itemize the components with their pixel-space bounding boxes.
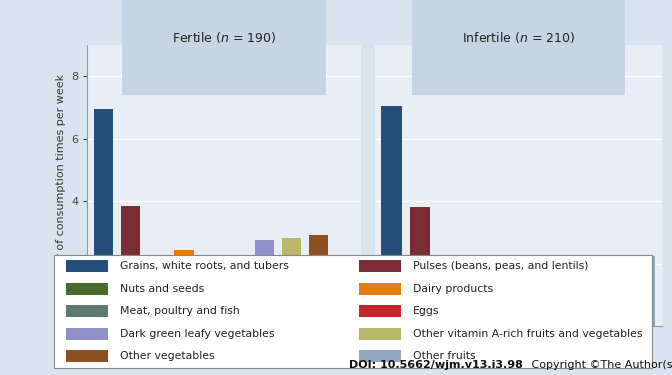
Bar	[382, 106, 402, 326]
Bar	[635, 256, 655, 326]
Bar	[255, 240, 274, 326]
Text: Dark green leafy vegetables: Dark green leafy vegetables	[120, 329, 274, 339]
Bar	[359, 350, 401, 362]
Text: Other fruits: Other fruits	[413, 351, 475, 361]
Bar	[66, 350, 108, 362]
Bar	[550, 258, 571, 326]
Bar	[466, 260, 486, 326]
Y-axis label: Number of consumption times per week: Number of consumption times per week	[56, 74, 66, 298]
Bar	[359, 260, 401, 272]
Text: Grains, white roots, and tubers: Grains, white roots, and tubers	[120, 261, 288, 271]
Bar	[147, 271, 167, 326]
Text: Pulses (beans, peas, and lentils): Pulses (beans, peas, and lentils)	[413, 261, 588, 271]
Bar	[66, 260, 108, 272]
Text: Dairy products: Dairy products	[413, 284, 493, 294]
Title: Fertile ($\it{n}$ = 190): Fertile ($\it{n}$ = 190)	[172, 30, 276, 45]
Bar	[359, 305, 401, 317]
Bar	[335, 261, 355, 326]
Bar	[409, 207, 430, 326]
Text: Other vitamin A-rich fruits and vegetables: Other vitamin A-rich fruits and vegetabl…	[413, 329, 642, 339]
Bar	[228, 274, 247, 326]
Bar	[359, 283, 401, 295]
Text: Nuts and seeds: Nuts and seeds	[120, 284, 204, 294]
Title: Infertile ($\it{n}$ = 210): Infertile ($\it{n}$ = 210)	[462, 30, 575, 45]
Bar	[66, 305, 108, 317]
Text: Copyright ©The Author(s) 2023.: Copyright ©The Author(s) 2023.	[528, 360, 672, 370]
Text: Other vegetables: Other vegetables	[120, 351, 214, 361]
Bar	[282, 238, 301, 326]
Text: Meat, poultry and fish: Meat, poultry and fish	[120, 306, 239, 316]
Bar	[522, 271, 542, 326]
Bar	[94, 109, 113, 326]
Bar	[308, 235, 328, 326]
Bar	[66, 283, 108, 295]
Bar	[607, 269, 627, 326]
Bar	[121, 206, 140, 326]
Bar	[437, 279, 458, 326]
Bar	[66, 328, 108, 340]
Bar	[579, 266, 599, 326]
Text: Eggs: Eggs	[413, 306, 439, 316]
Bar	[359, 328, 401, 340]
Bar	[174, 250, 194, 326]
Bar	[494, 283, 514, 326]
Bar	[201, 278, 220, 326]
Text: DOI: 10.5662/wjm.v13.i3.98: DOI: 10.5662/wjm.v13.i3.98	[349, 360, 523, 370]
